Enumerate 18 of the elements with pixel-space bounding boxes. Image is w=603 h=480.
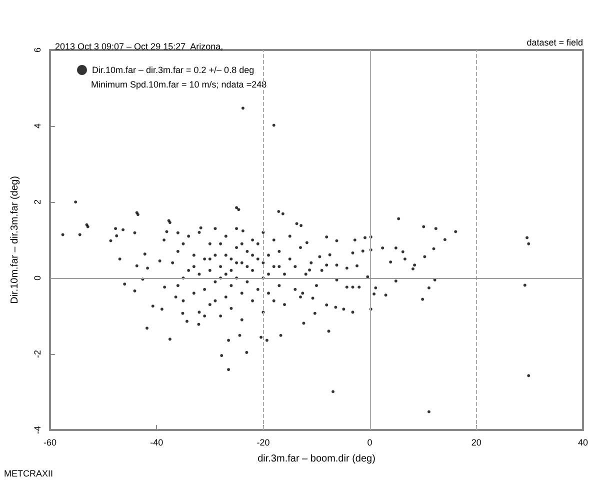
y-tick-label: 6	[32, 47, 42, 53]
y-axis-title: Dir.10m.far – dir.3m.far (deg)	[10, 176, 20, 304]
x-tick-label: -40	[150, 438, 164, 448]
y-tick-label: 2	[32, 199, 42, 205]
y-tick-label: -4	[32, 426, 42, 434]
x-axis-title: dir.3m.far – boom.dir (deg)	[258, 454, 376, 464]
x-tick-label: 0	[367, 438, 372, 448]
text: dataset = field	[526, 38, 584, 48]
chart-title: 2013 Oct 3 09:07 – Oct 29 15:27 Arizona,	[55, 42, 224, 52]
y-tick-label: -2	[32, 350, 42, 358]
legend-label: Dir.10m.far – dir.3m.far = 0.2 +/– 0.8 deg	[92, 65, 254, 75]
text: METCRAXII	[4, 468, 54, 478]
x-tick-label: -20	[256, 438, 270, 448]
y-tick-label: 0	[32, 275, 42, 281]
x-tick-label: 20	[471, 438, 482, 448]
x-tick-label: 40	[578, 438, 588, 448]
x-tick-label: -60	[43, 438, 57, 448]
y-tick-label: 4	[32, 123, 42, 129]
